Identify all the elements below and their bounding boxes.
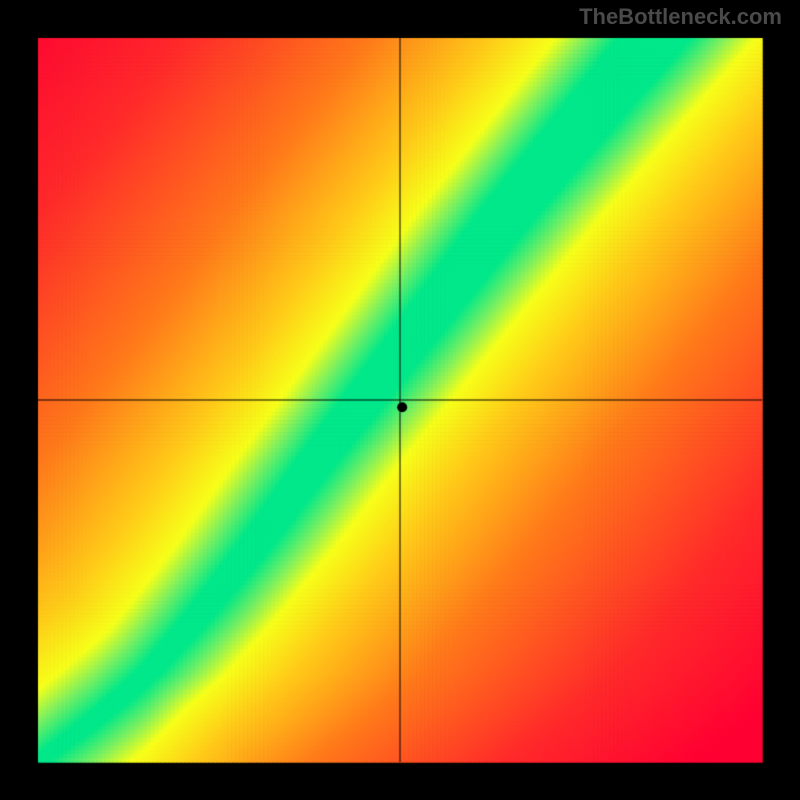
chart-container: TheBottleneck.com [0,0,800,800]
bottleneck-heatmap [0,0,800,800]
watermark-text: TheBottleneck.com [579,4,782,30]
